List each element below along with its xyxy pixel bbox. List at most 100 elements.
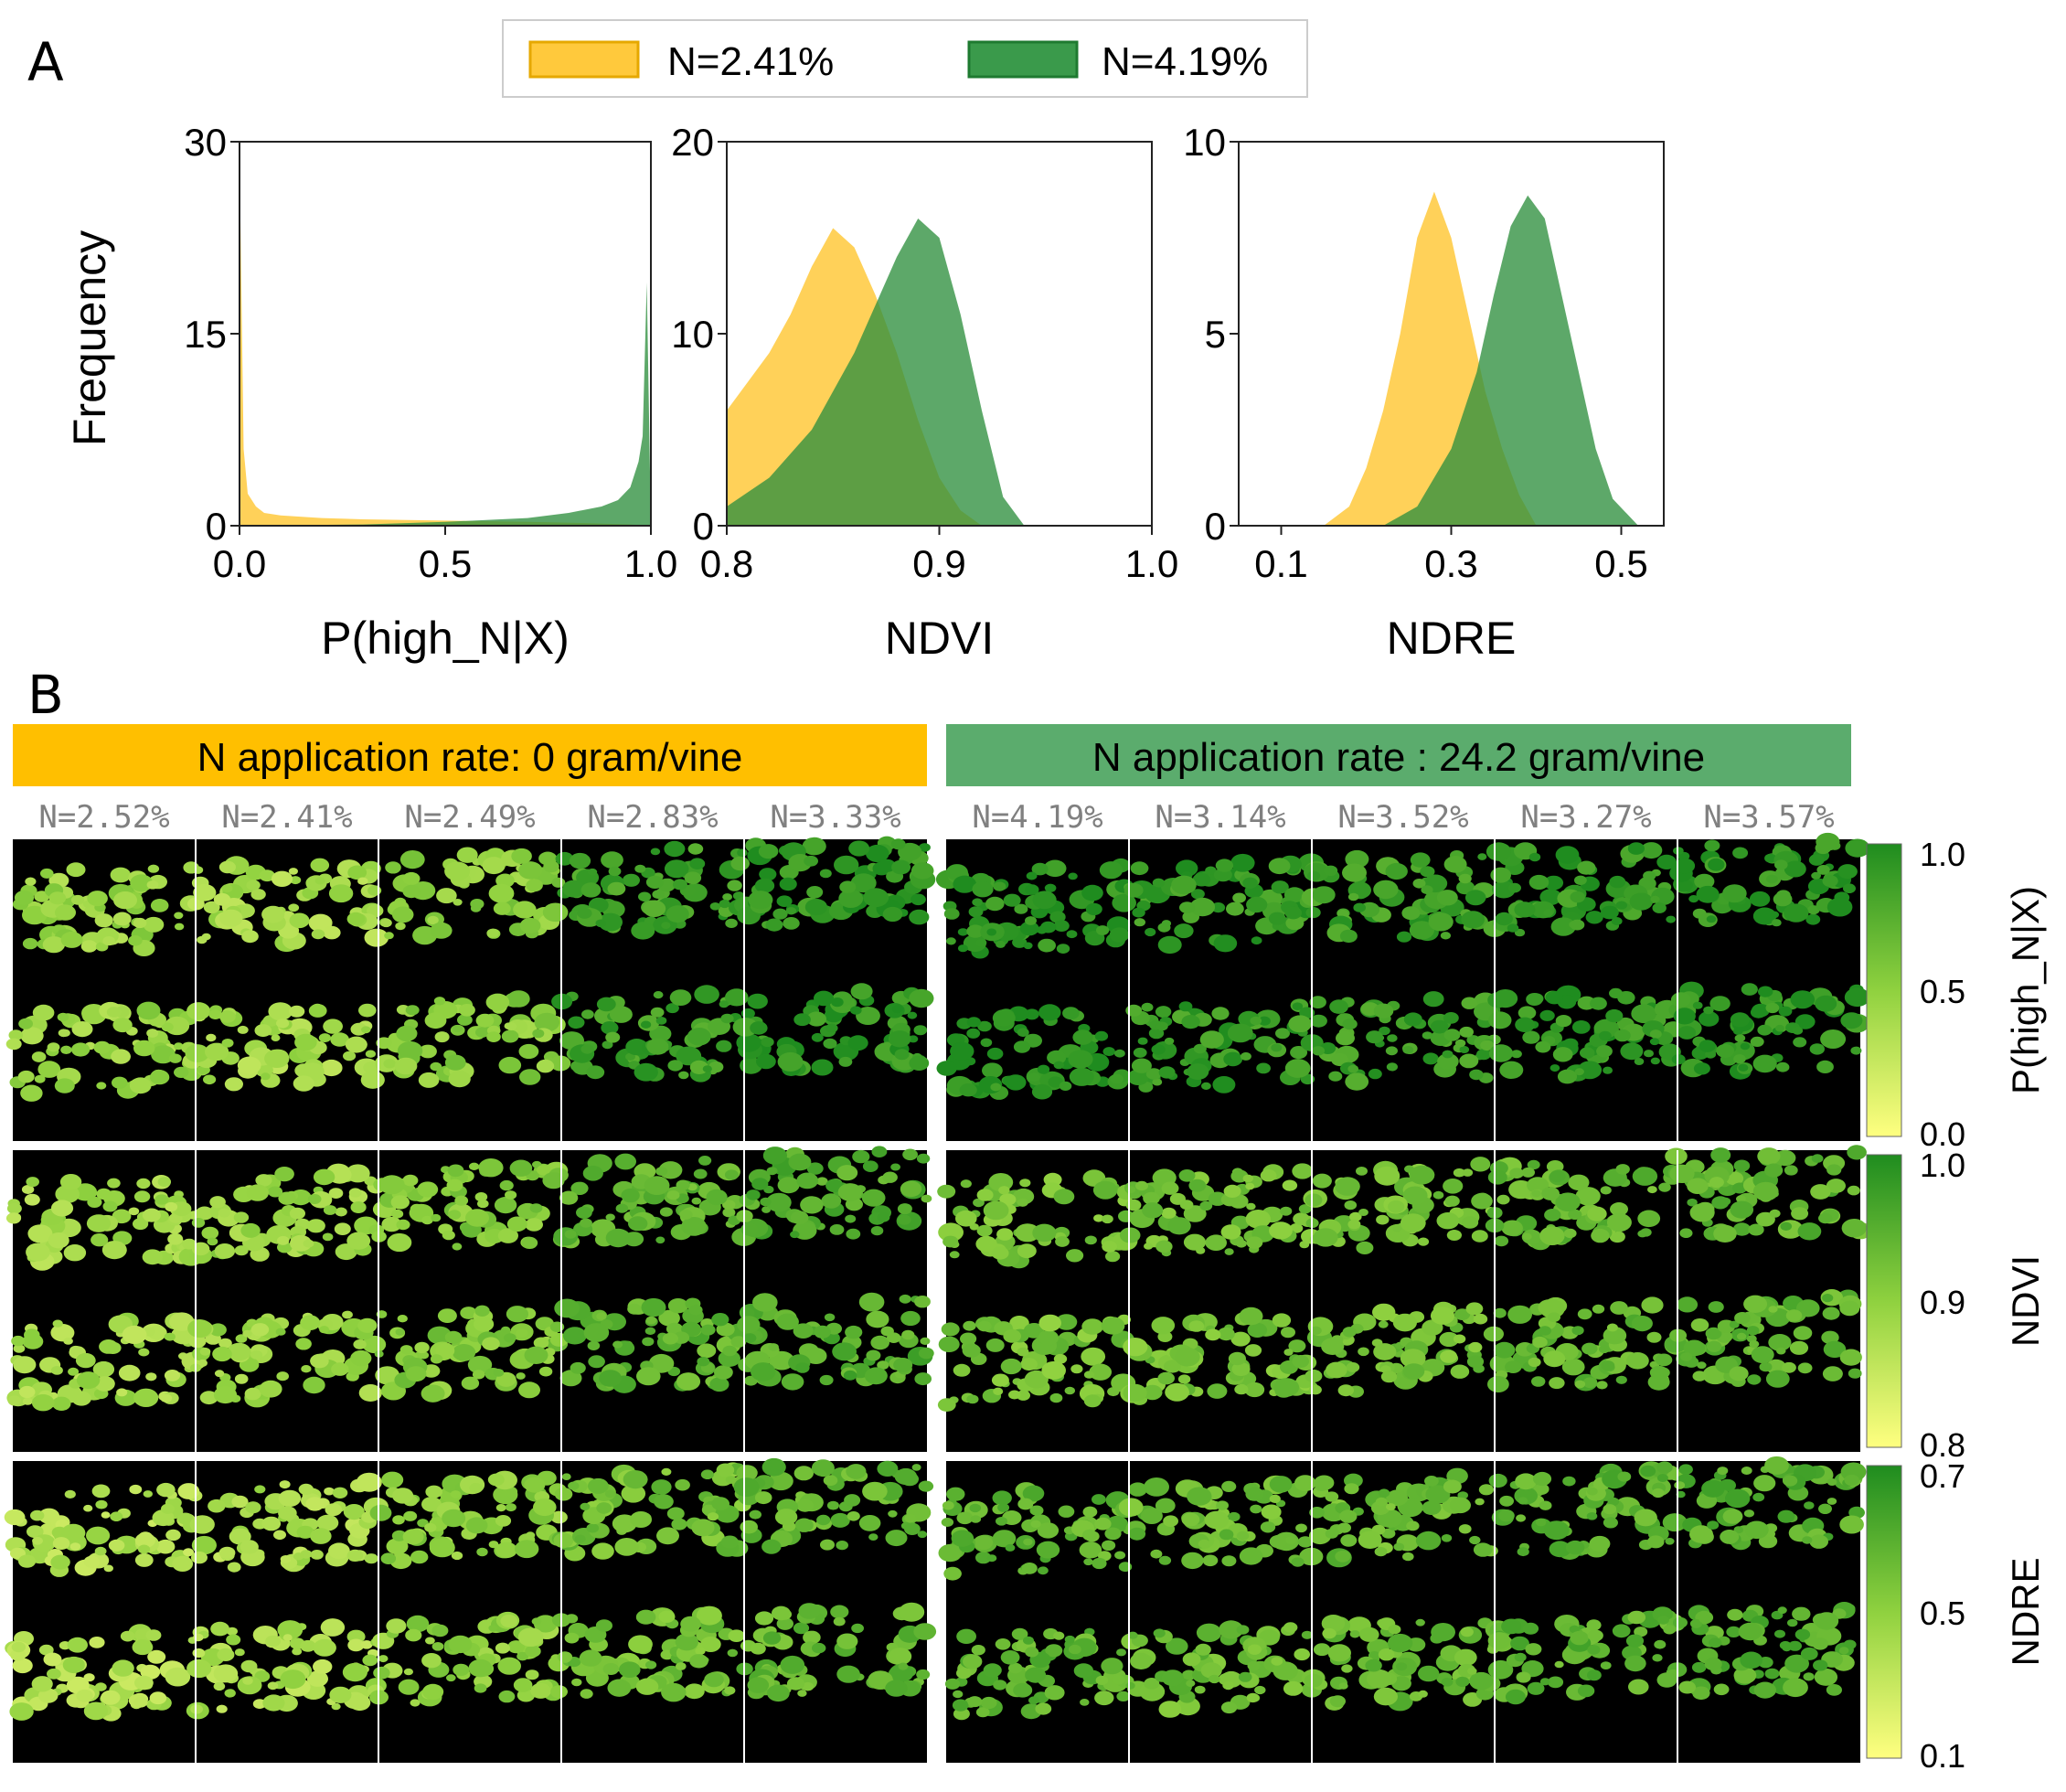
panel-a-letter: A — [27, 31, 64, 93]
leaf-blob — [1400, 1349, 1426, 1368]
leaf-blob — [1493, 1307, 1507, 1318]
leaf-blob — [1221, 1480, 1237, 1492]
leaf-blob — [444, 1330, 463, 1344]
leaf-blob — [218, 1208, 230, 1218]
leaf-blob — [157, 1177, 171, 1187]
leaf-blob — [1697, 1361, 1707, 1370]
leaf-blob — [96, 1188, 112, 1200]
leaf-blob — [293, 1552, 304, 1561]
leaf-blob — [1095, 1675, 1109, 1685]
leaf-blob — [1125, 1004, 1143, 1017]
leaf-blob — [1339, 1509, 1358, 1523]
leaf-blob — [335, 1207, 347, 1217]
leaf-blob — [1036, 1541, 1060, 1559]
leaf-blob — [1599, 1345, 1610, 1354]
leaf-blob — [653, 991, 664, 999]
leaf-blob — [1750, 1036, 1764, 1047]
leaf-blob — [832, 1342, 857, 1361]
leaf-blob — [1740, 1042, 1751, 1051]
y-tick-label: 10 — [671, 313, 714, 356]
leaf-blob — [1053, 1631, 1065, 1640]
leaf-blob — [1314, 1475, 1335, 1491]
leaf-blob — [206, 1033, 217, 1042]
leaf-blob — [664, 859, 689, 879]
leaf-blob — [437, 1308, 457, 1323]
leaf-blob — [5, 1212, 22, 1224]
leaf-blob — [50, 1324, 75, 1342]
leaf-blob — [399, 850, 425, 869]
leaf-blob — [1356, 1241, 1374, 1254]
leaf-blob — [431, 1213, 442, 1222]
leaf-blob — [186, 1002, 211, 1020]
leaf-blob — [1788, 1640, 1802, 1651]
leaf-blob — [1507, 923, 1519, 933]
leaf-blob — [147, 1649, 166, 1664]
leaf-blob — [456, 847, 478, 863]
leaf-blob — [422, 1683, 444, 1701]
leaf-blob — [497, 1657, 521, 1675]
leaf-blob — [242, 1329, 252, 1338]
leaf-blob — [772, 1605, 791, 1621]
leaf-blob — [303, 1376, 325, 1394]
leaf-blob — [1388, 1625, 1401, 1635]
leaf-blob — [1152, 1078, 1163, 1086]
leaf-blob — [1344, 1200, 1358, 1211]
leaf-blob — [519, 917, 541, 933]
leaf-blob — [1043, 1172, 1062, 1187]
leaf-blob — [1826, 897, 1853, 917]
leaf-blob — [582, 1166, 603, 1181]
leaf-blob — [469, 1162, 480, 1171]
leaf-blob — [1250, 1016, 1262, 1026]
leaf-blob — [1477, 853, 1487, 860]
leaf-blob — [1112, 1675, 1125, 1685]
leaf-blob — [1161, 1669, 1184, 1687]
leaf-blob — [826, 1500, 839, 1510]
leaf-blob — [50, 1200, 74, 1217]
leaf-blob — [651, 1479, 672, 1495]
leaf-blob — [1609, 875, 1626, 889]
leaf-blob — [1797, 1222, 1822, 1241]
leaf-blob — [1412, 879, 1426, 889]
leaf-blob — [1539, 1678, 1550, 1686]
leaf-blob — [864, 1367, 888, 1385]
leaf-blob — [559, 1370, 582, 1387]
leaf-blob — [1822, 1366, 1843, 1381]
leaf-blob — [708, 1061, 724, 1073]
leaf-blob — [1073, 1663, 1094, 1679]
leaf-blob — [802, 837, 826, 856]
leaf-blob — [1418, 1690, 1428, 1698]
leaf-blob — [1347, 1219, 1361, 1230]
leaf-blob — [991, 1246, 1009, 1260]
leaf-blob — [191, 1535, 217, 1555]
leaf-blob — [8, 1029, 24, 1041]
leaf-blob — [1440, 932, 1451, 940]
leaf-blob — [955, 1210, 977, 1227]
leaf-blob — [1634, 1058, 1645, 1065]
leaf-blob — [709, 1377, 729, 1392]
leaf-blob — [1342, 863, 1367, 882]
leaf-blob — [385, 861, 401, 874]
leaf-blob — [1376, 1214, 1390, 1225]
leaf-blob — [1192, 872, 1211, 887]
leaf-blob — [1137, 1037, 1148, 1045]
leaf-blob — [61, 1523, 86, 1542]
leaf-blob — [1673, 1616, 1688, 1628]
leaf-blob — [820, 1539, 835, 1551]
leaf-blob — [1064, 1635, 1076, 1644]
leaf-blob — [902, 1148, 918, 1161]
leaf-blob — [129, 1077, 152, 1094]
leaf-blob — [1144, 1243, 1154, 1250]
leaf-blob — [1678, 1680, 1697, 1694]
leaf-blob — [1705, 1327, 1722, 1340]
leaf-blob — [1269, 1534, 1287, 1549]
leaf-blob — [521, 1236, 538, 1249]
leaf-blob — [1053, 1353, 1068, 1364]
leaf-blob — [946, 937, 956, 945]
leaf-blob — [525, 1645, 541, 1658]
leaf-blob — [1692, 1001, 1703, 1009]
leaf-blob — [1035, 1702, 1052, 1715]
leaf-blob — [587, 868, 598, 876]
leaf-blob — [478, 1158, 504, 1178]
leaf-blob — [203, 901, 220, 914]
leaf-blob — [768, 1343, 779, 1351]
